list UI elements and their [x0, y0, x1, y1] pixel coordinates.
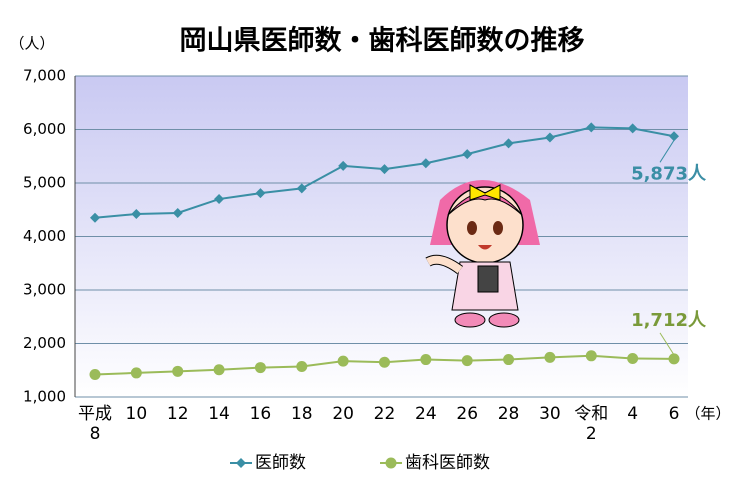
chart-title: 岡山県医師数・歯科医師数の推移: [180, 26, 585, 57]
y-tick-label: 1,000: [23, 388, 66, 406]
marker: [544, 351, 556, 363]
x-tick-label: 28: [497, 404, 520, 424]
marker: [296, 361, 308, 373]
character: [425, 180, 540, 328]
marker: [213, 364, 225, 376]
x-tick-label: 12: [166, 404, 189, 424]
marker: [544, 132, 555, 143]
marker: [668, 353, 680, 365]
x-tick-label: 14: [208, 404, 230, 424]
x-tick-label: 24: [415, 404, 437, 424]
marker: [379, 164, 390, 175]
y-tick-label: 7,000: [23, 67, 66, 85]
marker: [585, 350, 597, 362]
marker: [627, 352, 639, 364]
x-tick-label: 10: [125, 404, 148, 424]
x-tick-label: 18: [290, 404, 313, 424]
x-tick-label: 4: [627, 404, 639, 424]
legend-marker: [385, 457, 397, 469]
marker: [296, 183, 307, 194]
value-label: 5,873人: [631, 163, 707, 184]
marker: [379, 356, 390, 368]
y-axis-label: （人）: [9, 35, 54, 53]
marker: [130, 367, 142, 379]
y-tick-label: 6,000: [23, 120, 66, 138]
marker: [420, 158, 431, 169]
marker: [462, 149, 473, 160]
marker: [172, 365, 184, 377]
y-tick-label: 5,000: [23, 174, 66, 192]
x-tick-label: 26: [456, 404, 479, 424]
x-tick-label: 30: [539, 404, 561, 424]
legend-label: 医師数: [255, 453, 306, 473]
marker: [90, 212, 100, 223]
legend-marker: [236, 458, 246, 468]
legend-label: 歯科医師数: [405, 453, 490, 473]
x-tick-label: 16: [249, 404, 272, 424]
marker: [420, 354, 432, 366]
marker: [89, 369, 101, 381]
label-leader: [659, 140, 675, 163]
marker: [254, 362, 266, 374]
x-tick-label: 20: [332, 404, 354, 424]
marker: [627, 123, 638, 134]
marker: [461, 355, 473, 367]
marker: [503, 354, 515, 366]
x-tick-label: 令和 2: [574, 404, 609, 444]
marker: [586, 122, 597, 133]
label-leader: [659, 332, 675, 356]
marker: [131, 209, 142, 220]
marker: [669, 131, 679, 142]
x-axis-label: （年）: [685, 405, 729, 423]
marker: [172, 207, 183, 218]
x-tick-label: 平成 8: [78, 404, 112, 444]
marker: [503, 138, 514, 149]
x-tick-label: 6: [668, 404, 680, 424]
x-tick-label: 22: [373, 404, 396, 424]
value-label: 1,712人: [631, 310, 707, 331]
marker: [337, 355, 349, 367]
y-tick-label: 4,000: [23, 227, 66, 245]
marker: [214, 194, 225, 205]
y-tick-label: 3,000: [23, 281, 66, 299]
marker: [255, 188, 266, 199]
y-tick-label: 2,000: [23, 334, 66, 352]
marker: [338, 160, 349, 171]
